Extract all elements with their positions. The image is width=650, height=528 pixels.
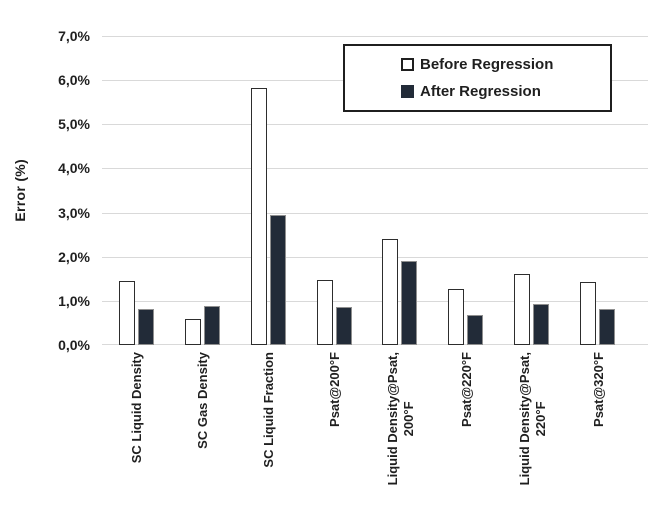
y-tick-label: 5,0% xyxy=(58,116,90,133)
gridline xyxy=(102,168,648,169)
x-category-label: SC Liquid Fraction xyxy=(261,352,276,468)
x-category-label: Psat@320°F xyxy=(591,352,606,427)
before-regression-swatch-icon xyxy=(401,58,414,71)
x-label-slot: Psat@220°F xyxy=(434,352,500,528)
before-regression-bar xyxy=(382,238,399,345)
bar-groups xyxy=(104,36,630,345)
gridline xyxy=(102,257,648,258)
bar-group-5 xyxy=(367,36,433,345)
y-tick-label: 3,0% xyxy=(58,204,90,221)
gridline xyxy=(102,124,648,125)
after-regression-bar xyxy=(401,260,418,345)
x-label-slot: Liquid Density@Psat, 200°F xyxy=(368,352,434,528)
after-regression-bar xyxy=(204,306,221,345)
x-category-label: SC Liquid Density xyxy=(129,352,144,464)
after-regression-swatch-icon xyxy=(401,85,414,98)
x-category-label: Psat@200°F xyxy=(327,352,342,427)
bar-group-2 xyxy=(170,36,236,345)
y-tick-label: 2,0% xyxy=(58,248,90,265)
after-regression-bar xyxy=(138,308,155,345)
after-regression-bar xyxy=(335,306,352,345)
after-regression-bar xyxy=(467,315,484,345)
gridline xyxy=(102,301,648,302)
y-tick-label: 6,0% xyxy=(58,72,90,89)
before-regression-bar xyxy=(316,279,333,345)
x-label-slot: Psat@200°F xyxy=(302,352,368,528)
before-regression-bar xyxy=(579,281,596,345)
bar-group-7 xyxy=(499,36,565,345)
y-tick-label: 7,0% xyxy=(58,28,90,44)
bar-group-1 xyxy=(104,36,170,345)
y-tick-label: 0,0% xyxy=(58,337,90,353)
legend-entry-after-regression: After Regression xyxy=(401,83,610,100)
legend-label: Before Regression xyxy=(420,56,554,73)
after-regression-bar xyxy=(598,308,615,345)
gridline xyxy=(102,344,648,345)
before-regression-bar xyxy=(185,318,202,345)
bar-group-4 xyxy=(301,36,367,345)
before-regression-bar xyxy=(250,88,267,345)
x-category-label: Liquid Density@Psat, 220°F xyxy=(517,352,548,486)
legend-entry-before-regression: Before Regression xyxy=(401,56,610,73)
after-regression-bar xyxy=(532,304,549,345)
before-regression-bar xyxy=(448,289,465,345)
legend-label: After Regression xyxy=(420,83,541,100)
y-tick-label: 1,0% xyxy=(58,292,90,309)
y-tick-label: 4,0% xyxy=(58,160,90,177)
after-regression-bar xyxy=(269,214,286,345)
x-label-slot: SC Liquid Density xyxy=(104,352,170,528)
before-regression-bar xyxy=(513,273,530,345)
legend: Before Regression After Regression xyxy=(343,44,612,112)
bar-group-8 xyxy=(564,36,630,345)
x-axis-category-labels: SC Liquid Density SC Gas Density SC Liquid… xyxy=(104,352,632,528)
bar-group-6 xyxy=(433,36,499,345)
x-label-slot: Psat@320°F xyxy=(566,352,632,528)
gridline xyxy=(102,213,648,214)
x-category-label: SC Gas Density xyxy=(195,352,210,449)
bar-group-3 xyxy=(236,36,302,345)
x-label-slot: SC Gas Density xyxy=(170,352,236,528)
gridline xyxy=(102,36,648,37)
x-label-slot: SC Liquid Fraction xyxy=(236,352,302,528)
x-label-slot: Liquid Density@Psat, 220°F xyxy=(500,352,566,528)
before-regression-bar xyxy=(119,281,136,345)
x-category-label: Psat@220°F xyxy=(459,352,474,427)
x-category-label: Liquid Density@Psat, 200°F xyxy=(385,352,416,486)
